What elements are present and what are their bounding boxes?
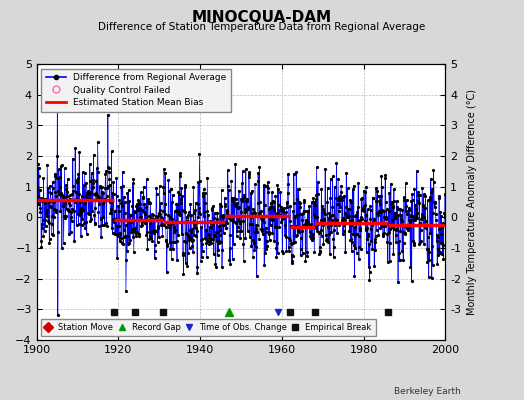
Legend: Station Move, Record Gap, Time of Obs. Change, Empirical Break: Station Move, Record Gap, Time of Obs. C… (41, 319, 376, 336)
Y-axis label: Monthly Temperature Anomaly Difference (°C): Monthly Temperature Anomaly Difference (… (467, 89, 477, 315)
Text: Berkeley Earth: Berkeley Earth (395, 387, 461, 396)
Text: Difference of Station Temperature Data from Regional Average: Difference of Station Temperature Data f… (99, 22, 425, 32)
Text: MINOCQUA-DAM: MINOCQUA-DAM (192, 10, 332, 25)
